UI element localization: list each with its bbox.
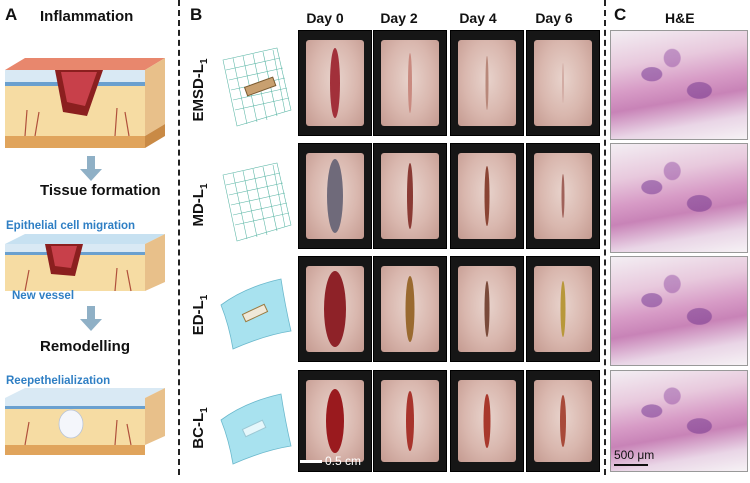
row-label-ed: ED-L1 <box>190 260 210 370</box>
day-label-0: Day 0 <box>306 10 344 26</box>
dressing-ed-illustration <box>220 278 292 350</box>
row-label-md-name: MD-L <box>190 189 207 227</box>
arrow-shaft-2 <box>87 306 95 320</box>
row-label-bc-name: BC-L <box>190 412 207 449</box>
row-label-ed-sub: 1 <box>199 294 210 301</box>
scale-bar-b-line <box>300 460 322 463</box>
wound-photo-md-day4 <box>450 143 524 249</box>
he-image-ed <box>610 256 748 366</box>
dressing-md-illustration <box>222 162 292 242</box>
row-label-bc: BC-L1 <box>190 373 210 483</box>
label-epithelial-migration: Epithelial cell migration <box>6 220 136 232</box>
row-label-ed-name: ED-L <box>190 300 207 336</box>
wound-photo-emsd-day2 <box>373 30 447 136</box>
wound-photo-bc-day2 <box>373 370 447 472</box>
day-label-4: Day 4 <box>459 10 497 26</box>
wound-photo-md-day6 <box>526 143 600 249</box>
arrow-down-icon <box>80 319 102 331</box>
day-label-6: Day 6 <box>535 10 573 26</box>
wound-photo-ed-day0 <box>298 256 372 362</box>
arrow-down-icon <box>80 169 102 181</box>
wound-photo-bc-day0 <box>298 370 372 472</box>
wound-photo-md-day2 <box>373 143 447 249</box>
row-label-md: MD-L1 <box>190 150 210 260</box>
dressing-bc-illustration <box>220 393 292 465</box>
skin-block-remodelling <box>5 388 165 455</box>
wound-photo-emsd-day0 <box>298 30 372 136</box>
panel-a-letter: A <box>5 5 18 24</box>
row-label-md-sub: 1 <box>199 183 210 190</box>
skin-block-tissue-formation <box>5 234 165 292</box>
divider-b-c <box>604 0 606 475</box>
dressing-emsd-illustration <box>222 47 292 127</box>
row-label-bc-sub: 1 <box>199 407 210 413</box>
panel-c-letter: C <box>614 5 627 24</box>
wound-photo-ed-day4 <box>450 256 524 362</box>
he-image-md <box>610 143 748 253</box>
row-label-emsd-name: EMSD-L <box>190 64 207 122</box>
scale-bar-c-line <box>614 464 648 466</box>
stage-tissue-formation-title: Tissue formation <box>40 182 161 199</box>
stage-remodelling-title: Remodelling <box>40 338 131 355</box>
panel-b-letter: B <box>190 5 203 24</box>
wound-photo-bc-day4 <box>450 370 524 472</box>
row-label-emsd: EMSD-L1 <box>190 35 210 145</box>
panel-c-title: H&E <box>665 10 695 26</box>
day-label-2: Day 2 <box>380 10 418 26</box>
wound-photo-emsd-day6 <box>526 30 600 136</box>
arrow-shaft-1 <box>87 156 95 170</box>
scale-bar-c-label: 500 μm <box>614 448 655 462</box>
scale-bar-b-label: 0.5 cm <box>325 454 362 468</box>
wound-photo-ed-day6 <box>526 256 600 362</box>
wound-photo-bc-day6 <box>526 370 600 472</box>
wound-photo-emsd-day4 <box>450 30 524 136</box>
divider-a-b <box>178 0 180 475</box>
row-label-emsd-sub: 1 <box>199 58 210 65</box>
wound-photo-ed-day2 <box>373 256 447 362</box>
skin-block-inflammation <box>5 58 165 148</box>
label-new-vessel: New vessel <box>12 290 75 302</box>
wound-photo-md-day0 <box>298 143 372 249</box>
stage-inflammation-title: Inflammation <box>40 8 134 25</box>
he-image-bc <box>610 370 748 472</box>
he-image-emsd <box>610 30 748 140</box>
label-reepithelialization: Reepethelialization <box>6 375 111 387</box>
